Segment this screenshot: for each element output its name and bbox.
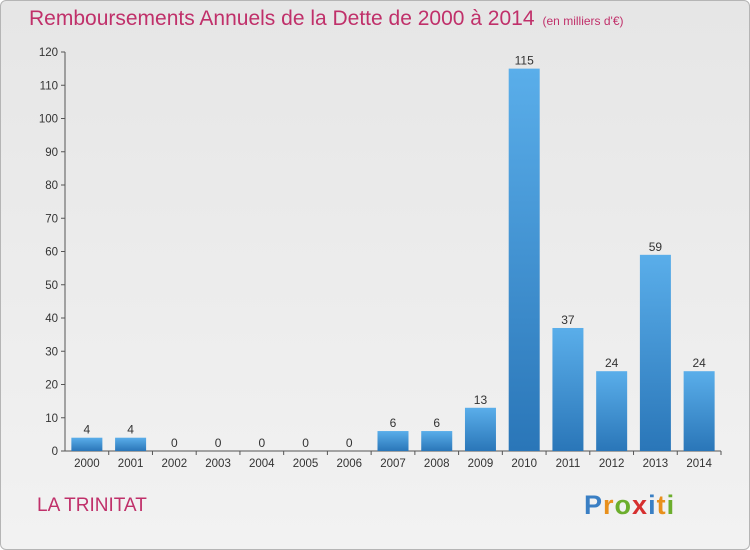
data-label: 0 xyxy=(302,436,309,450)
y-tick-label: 120 xyxy=(39,47,58,59)
x-tick-label: 2009 xyxy=(468,458,494,470)
y-tick-label: 100 xyxy=(39,114,58,126)
bar xyxy=(421,431,453,451)
data-label: 6 xyxy=(433,416,440,430)
x-tick-label: 2001 xyxy=(118,458,144,470)
y-tick-label: 110 xyxy=(40,80,58,92)
unit-label: (en milliers d'€) xyxy=(542,14,624,28)
bar xyxy=(552,327,584,451)
data-label: 37 xyxy=(561,313,575,327)
y-tick-label: 0 xyxy=(52,446,58,458)
x-tick-label: 2000 xyxy=(74,458,100,470)
data-label: 6 xyxy=(390,416,397,430)
y-tick-label: 30 xyxy=(45,346,58,358)
data-label: 115 xyxy=(515,54,534,68)
y-tick-label: 40 xyxy=(45,313,58,325)
x-tick-label: 2004 xyxy=(249,458,275,470)
logo-letter: o xyxy=(614,490,633,520)
y-tick-label: 70 xyxy=(45,213,58,225)
bar xyxy=(377,431,409,451)
data-label: 0 xyxy=(215,436,222,450)
logo-letter: P xyxy=(584,490,604,520)
data-label: 0 xyxy=(258,436,265,450)
x-tick-label: 2013 xyxy=(643,458,669,470)
data-label: 0 xyxy=(346,436,353,450)
place-name: LA TRINITAT xyxy=(37,495,147,516)
y-tick-label: 60 xyxy=(45,247,58,259)
data-label: 4 xyxy=(84,423,91,437)
logo-letter: i xyxy=(666,490,676,520)
y-tick-label: 50 xyxy=(45,280,58,292)
data-label: 0 xyxy=(171,436,178,450)
x-tick-label: 2005 xyxy=(293,458,319,470)
x-tick-label: 2014 xyxy=(686,458,712,470)
logo-letter: i xyxy=(648,490,657,520)
bar xyxy=(464,407,496,451)
chart-title: Remboursements Annuels de la Dette de 20… xyxy=(29,7,624,31)
x-tick-label: 2008 xyxy=(424,458,450,470)
y-tick-label: 90 xyxy=(45,147,58,159)
logo-letter: x xyxy=(632,490,649,520)
x-tick-label: 2012 xyxy=(599,458,625,470)
data-label: 24 xyxy=(692,356,706,370)
x-tick-label: 2003 xyxy=(205,458,231,470)
title-text: Remboursements Annuels de la Dette de 20… xyxy=(29,7,535,30)
bar xyxy=(639,254,671,451)
bar xyxy=(508,68,540,451)
bar xyxy=(596,371,628,451)
y-tick-label: 10 xyxy=(45,413,58,425)
x-tick-label: 2002 xyxy=(162,458,188,470)
bar xyxy=(683,371,715,451)
bar xyxy=(115,437,147,451)
y-tick-label: 20 xyxy=(45,380,58,392)
data-label: 13 xyxy=(474,393,488,407)
bar xyxy=(71,437,103,451)
logo-letter: r xyxy=(603,490,615,520)
data-label: 4 xyxy=(127,423,134,437)
y-tick-label: 80 xyxy=(45,180,58,192)
data-label: 24 xyxy=(605,356,619,370)
x-tick-label: 2006 xyxy=(336,458,362,470)
x-tick-label: 2010 xyxy=(511,458,537,470)
logo-letter: t xyxy=(656,490,667,520)
data-label: 59 xyxy=(649,240,663,254)
proxiti-logo: Proxiti xyxy=(584,490,675,521)
bars: 4 4 0 0 0 0 0 6 6 13 115 37 24 59 24 xyxy=(71,54,715,451)
x-tick-label: 2007 xyxy=(380,458,406,470)
x-tick-label: 2011 xyxy=(556,458,581,470)
